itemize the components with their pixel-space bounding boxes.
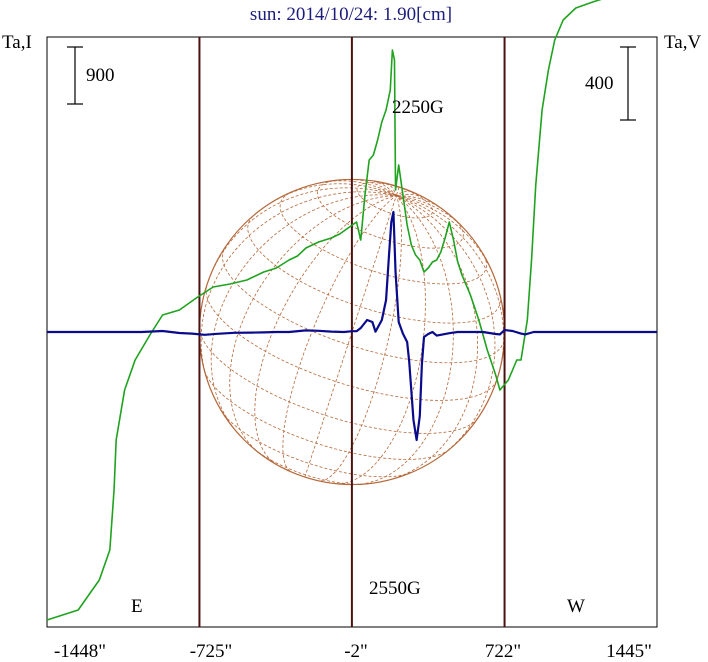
longitude-line (396, 190, 412, 197)
right-scale-value: 400 (585, 73, 614, 94)
latitude-line (220, 410, 412, 478)
longitude-line (335, 195, 426, 484)
longitude-line (282, 195, 397, 472)
longitude-line (395, 187, 400, 196)
longitude-line (304, 195, 397, 478)
left-scale-bar: 900 (67, 46, 115, 105)
x-tick-label: -2" (344, 641, 368, 662)
left-scale-value: 900 (86, 65, 115, 86)
latitude-line (316, 179, 464, 249)
longitude-line (200, 191, 397, 382)
longitude-line (393, 195, 479, 479)
longitude-line (320, 195, 402, 482)
chart-title: sun: 2014/10/24: 1.90[cm] (250, 4, 452, 25)
latitude-line (279, 192, 487, 285)
x-tick-label: 1445" (606, 641, 652, 662)
longitude-line (396, 195, 496, 457)
longitude-line (210, 194, 397, 427)
west-limb-label: W (567, 596, 585, 617)
annotation-2550g: 2550G (369, 578, 421, 599)
x-tick-label: -1448" (54, 641, 106, 662)
longitude-line (396, 195, 494, 274)
x-tick-label: -725" (190, 641, 233, 662)
longitude-line (385, 182, 397, 196)
stokes-i-line (46, 0, 602, 621)
right-scale-bar: 400 (585, 46, 636, 121)
right-axis-label: Ta,V (664, 32, 701, 53)
longitude-line (396, 195, 439, 208)
longitude-line (373, 180, 397, 196)
x-tick-labels: -1448" -725" -2" 722" 1445" (54, 641, 652, 662)
x-tick-label: 722" (485, 641, 521, 662)
longitude-line (318, 180, 397, 197)
longitude-line (355, 195, 454, 485)
latitude-line (205, 286, 497, 401)
longitude-line (229, 195, 397, 454)
left-axis-label: Ta,I (2, 32, 32, 53)
east-limb-label: E (131, 596, 143, 617)
longitude-line (355, 179, 397, 197)
longitude-line (396, 193, 424, 198)
series-group (46, 0, 657, 621)
longitude-line (254, 195, 397, 465)
annotation-2250g: 2250G (392, 97, 444, 118)
latitude-line (247, 215, 502, 324)
latitude-line (222, 249, 505, 364)
longitude-line (396, 195, 467, 232)
longitude-line (271, 183, 397, 203)
stokes-v-line (47, 210, 657, 442)
longitude-line (208, 187, 397, 281)
solar-disk (198, 178, 506, 486)
